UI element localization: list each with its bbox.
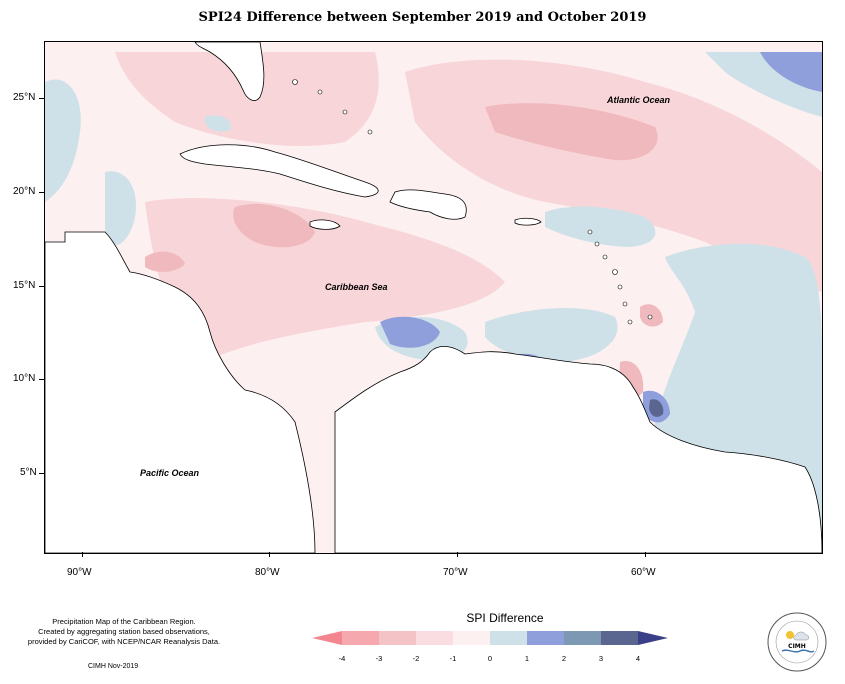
land-hispaniola xyxy=(389,189,467,220)
legend-swatch xyxy=(601,631,638,645)
island-5 xyxy=(617,284,623,290)
y-label-5n: 5°N xyxy=(20,467,37,478)
legend-swatch-max xyxy=(638,631,668,645)
legend-title: SPI Difference xyxy=(466,611,544,625)
logo-text: CIMH xyxy=(788,643,806,650)
logo-cloud-icon xyxy=(793,631,810,641)
legend-tick-label: 0 xyxy=(487,654,493,663)
blue-region-west xyxy=(45,79,81,202)
blue-region-venezuela-coast xyxy=(485,307,618,363)
label-atlantic-ocean: Atlantic Ocean xyxy=(606,95,671,105)
island-8 xyxy=(647,314,653,320)
blue-region-northeast-strong xyxy=(760,52,822,92)
island-10 xyxy=(342,109,348,115)
y-tick-2 xyxy=(39,192,44,193)
x-tick-4 xyxy=(645,552,646,557)
land-florida xyxy=(194,42,265,101)
pink-region-caribbean-dark xyxy=(233,203,315,248)
footer-credit: CIMH Nov-2019 xyxy=(88,663,139,670)
footer-line-3: provided by CariCOF, with NCEP/NCAR Rean… xyxy=(27,637,221,646)
legend-tick-label: 1 xyxy=(524,654,530,663)
logo-inner-ring xyxy=(775,620,819,664)
legend-swatch xyxy=(527,631,564,645)
legend-swatch xyxy=(416,631,453,645)
blue-region-yucatan xyxy=(105,171,136,246)
x-label-70w: 70°W xyxy=(443,567,468,578)
x-tick-3 xyxy=(457,552,458,557)
y-tick-3 xyxy=(39,286,44,287)
legend-tick-label: 3 xyxy=(598,654,604,663)
y-label-25n: 25°N xyxy=(13,92,36,103)
island-7 xyxy=(627,319,633,325)
legend-tick-label: -1 xyxy=(449,654,457,663)
legend-colorbar xyxy=(312,631,668,645)
blue-region-greater-antilles xyxy=(545,206,656,247)
legend-tick-label: 2 xyxy=(561,654,567,663)
logo-wave-icon xyxy=(781,649,815,653)
x-label-80w: 80°W xyxy=(255,567,280,578)
x-tick-2 xyxy=(269,552,270,557)
island-2 xyxy=(594,241,600,247)
map-area: Atlantic Ocean Caribbean Sea Pacific Oce… xyxy=(44,41,823,554)
label-pacific-ocean: Pacific Ocean xyxy=(140,468,200,478)
blue-region-bahamas xyxy=(205,115,231,132)
land-south-america xyxy=(334,345,822,553)
island-11 xyxy=(367,129,373,135)
legend-tick-label: -4 xyxy=(338,654,346,663)
legend-tick-label: -3 xyxy=(375,654,383,663)
legend-swatch xyxy=(379,631,416,645)
footer-line-2: Created by aggregating station based obs… xyxy=(38,627,210,636)
logo-sun-icon xyxy=(786,631,794,639)
x-label-60w: 60°W xyxy=(631,567,656,578)
legend-swatch xyxy=(490,631,527,645)
spi-map-svg: Atlantic Ocean Caribbean Sea Pacific Oce… xyxy=(45,42,822,553)
small-islands xyxy=(292,79,653,325)
cimh-logo: CIMH xyxy=(767,612,827,672)
land-cuba xyxy=(179,144,379,198)
blue-region-colombia-strong xyxy=(380,316,440,348)
island-9 xyxy=(317,89,323,95)
pink-region-north xyxy=(115,52,379,146)
footer-line-1: Precipitation Map of the Caribbean Regio… xyxy=(52,617,196,626)
pink-region-honduras xyxy=(145,251,185,272)
legend-swatch xyxy=(564,631,601,645)
x-label-90w: 90°W xyxy=(67,567,92,578)
island-3 xyxy=(602,254,608,260)
legend-swatches xyxy=(312,631,668,645)
y-tick-5 xyxy=(39,473,44,474)
island-6 xyxy=(622,301,628,307)
island-4 xyxy=(612,269,618,275)
land-central-america xyxy=(45,231,316,553)
map-title: SPI24 Difference between September 2019 … xyxy=(198,10,647,25)
y-tick-1 xyxy=(39,98,44,99)
legend-swatch xyxy=(342,631,379,645)
pink-region-caribbean xyxy=(145,198,505,362)
y-tick-4 xyxy=(39,379,44,380)
y-label-10n: 10°N xyxy=(13,373,36,384)
blue-region-guyana-core xyxy=(649,399,664,417)
land-puerto-rico xyxy=(514,217,542,226)
legend-swatch-min xyxy=(312,631,342,645)
pink-region-atlantic-dark xyxy=(485,103,658,161)
legend-tick-label: 4 xyxy=(635,654,641,663)
legend-tick-label: -2 xyxy=(412,654,420,663)
island-1 xyxy=(587,229,593,235)
x-tick-1 xyxy=(82,552,83,557)
island-12 xyxy=(292,79,298,85)
land-jamaica xyxy=(309,219,341,230)
label-caribbean-sea: Caribbean Sea xyxy=(325,282,388,292)
legend-swatch xyxy=(453,631,490,645)
land-masses xyxy=(45,42,822,553)
footer-description: Precipitation Map of the Caribbean Regio… xyxy=(14,617,234,647)
y-label-20n: 20°N xyxy=(13,186,36,197)
y-label-15n: 15°N xyxy=(13,280,36,291)
